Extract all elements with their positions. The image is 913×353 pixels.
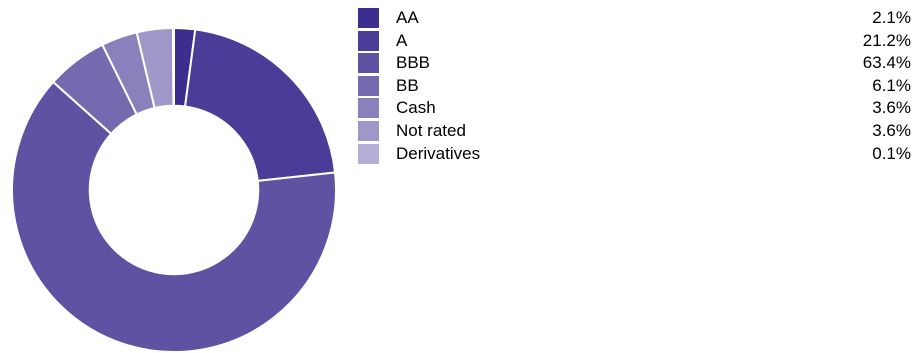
legend-swatch-a — [358, 30, 379, 51]
donut-slice-a — [183, 28, 337, 182]
legend-swatch-bbb — [358, 53, 379, 74]
legend-item-cash: Cash 3.6% — [358, 97, 911, 120]
legend-value-a: 21.2% — [862, 30, 911, 50]
legend: AA 2.1% A 21.2% BBB 63.4% BB 6.1% Cash 3… — [358, 7, 911, 165]
legend-swatch-derivatives — [358, 143, 379, 164]
legend-swatch-cash — [358, 98, 379, 119]
legend-label-derivatives: Derivatives — [396, 143, 481, 163]
legend-item-aa: AA 2.1% — [358, 7, 911, 30]
legend-item-derivatives: Derivatives 0.1% — [358, 143, 911, 166]
legend-value-cash: 3.6% — [872, 98, 911, 118]
donut-slice-bbb — [11, 80, 337, 353]
legend-label-a: A — [396, 30, 408, 50]
legend-item-a: A 21.2% — [358, 30, 911, 53]
legend-label-not-rated: Not rated — [396, 120, 466, 140]
legend-label-cash: Cash — [396, 98, 436, 118]
legend-swatch-bb — [358, 75, 379, 96]
legend-value-bb: 6.1% — [872, 75, 911, 95]
donut-chart — [11, 26, 337, 353]
legend-label-bbb: BBB — [396, 53, 431, 73]
legend-item-bbb: BBB 63.4% — [358, 52, 911, 75]
legend-value-not-rated: 3.6% — [872, 120, 911, 140]
legend-value-bbb: 63.4% — [862, 53, 911, 73]
legend-item-bb: BB 6.1% — [358, 75, 911, 98]
legend-swatch-not-rated — [358, 120, 379, 141]
donut-slice-derivatives — [171, 26, 175, 107]
legend-value-derivatives: 0.1% — [872, 143, 911, 163]
legend-item-not-rated: Not rated 3.6% — [358, 120, 911, 143]
legend-label-bb: BB — [396, 75, 419, 95]
legend-value-aa: 2.1% — [872, 8, 911, 27]
legend-swatch-aa — [358, 8, 379, 28]
legend-label-aa: AA — [396, 8, 419, 27]
